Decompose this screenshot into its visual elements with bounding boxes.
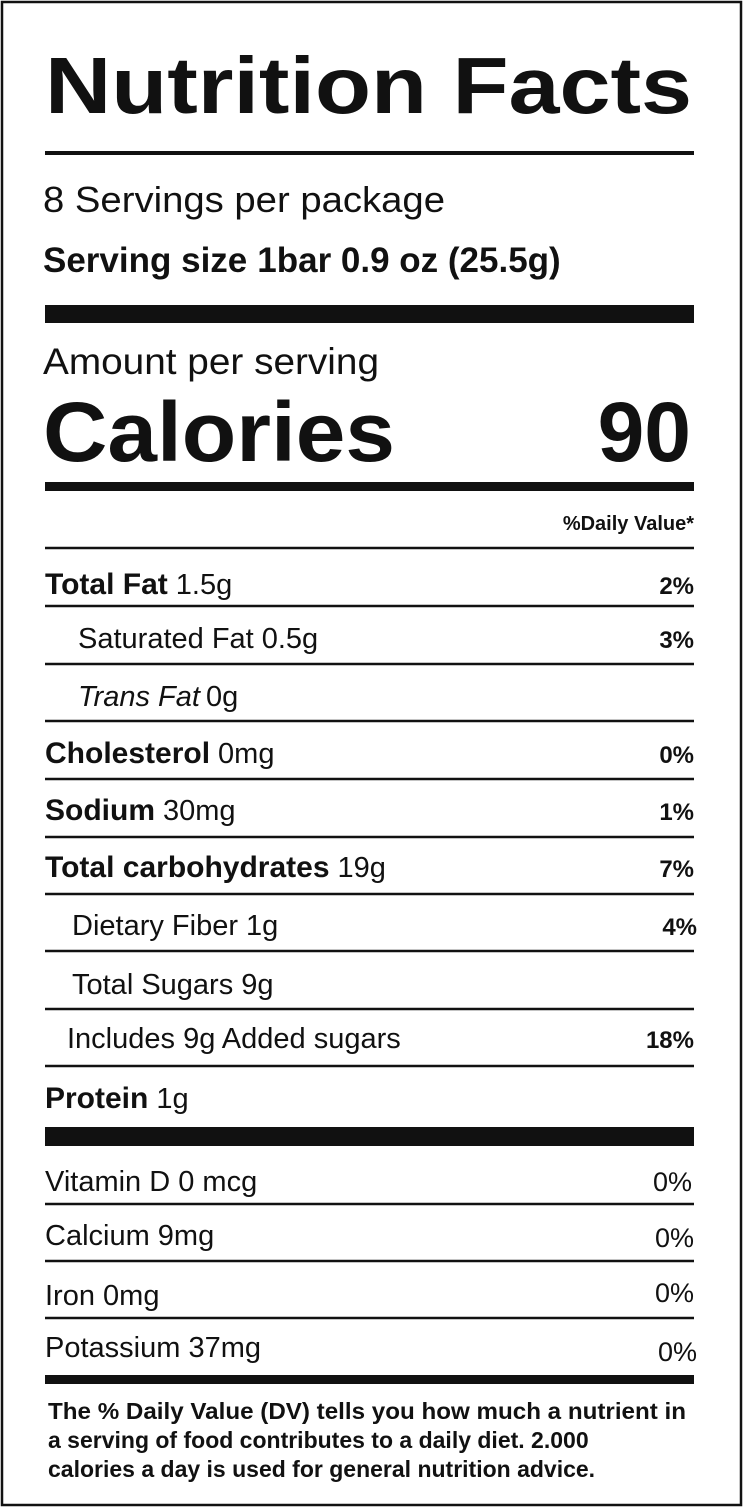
servings: 8 Servings per package	[43, 179, 445, 220]
nutrient-name: Includes 9g Added sugars	[67, 1023, 401, 1055]
nutrient-name: Sodium	[45, 794, 155, 827]
nutrient: Sodium 30mg	[45, 794, 236, 827]
rule	[45, 151, 694, 155]
nutrient-name: Total carbohydrates	[45, 851, 330, 884]
nutrient-amount: 0.5g	[262, 623, 318, 655]
nutrient-name: Total Fat	[45, 568, 168, 601]
calories-label: Calories	[43, 385, 395, 479]
serving-size-label: Serving size	[43, 241, 247, 280]
nutrient: Trans Fat 0g	[78, 681, 238, 713]
daily-value-header: %Daily Value*	[563, 513, 694, 535]
nutrient-amount: 19g	[338, 852, 386, 884]
rule	[45, 482, 694, 491]
rule	[45, 1127, 694, 1146]
nutrient-dv: 0%	[659, 742, 694, 769]
nutrient: Total Fat 1.5g	[45, 568, 232, 601]
vitamin-dv: 0%	[658, 1337, 697, 1367]
nutrient-name: Cholesterol	[45, 737, 210, 770]
footnote-line: calories a day is used for general nutri…	[48, 1456, 595, 1482]
nutrient-name: Saturated Fat	[78, 623, 254, 655]
footnote-line: a serving of food contributes to a daily…	[48, 1427, 589, 1453]
nutrient-amount: 1.5g	[176, 569, 232, 601]
nutrient-name: Dietary Fiber	[72, 910, 238, 942]
rule	[45, 305, 694, 323]
vitamin-name: Iron 0mg	[45, 1280, 159, 1312]
vitamin-name: Calcium 9mg	[45, 1220, 214, 1252]
nutrient-dv: 4%	[662, 914, 697, 941]
nutrient: Saturated Fat 0.5g	[78, 623, 318, 655]
rule	[45, 1375, 694, 1384]
nutrient-amount: 1g	[156, 1083, 188, 1115]
nutrient-amount: 30mg	[163, 795, 236, 827]
vitamin-name: Vitamin D 0 mcg	[45, 1166, 257, 1198]
nutrient-name: Trans Fat	[78, 681, 202, 713]
serving-size: Serving size 1bar 0.9 oz (25.5g)	[43, 241, 561, 280]
nutrient-dv: 7%	[659, 856, 694, 883]
nutrient-dv: 2%	[659, 573, 694, 600]
footnote-line: The % Daily Value (DV) tells you how muc…	[48, 1398, 686, 1424]
nutrient: Dietary Fiber 1g	[72, 910, 278, 942]
nutrient-dv: 3%	[659, 627, 694, 654]
nutrient-name: Total Sugars	[72, 969, 233, 1001]
nutrient-amount: 0mg	[218, 738, 274, 770]
calories-value: 90	[598, 385, 691, 479]
nutrient-dv: 18%	[646, 1027, 694, 1054]
nutrient: Total Sugars 9g	[72, 969, 273, 1001]
title: Nutrition Facts	[45, 41, 692, 130]
nutrient-name: Protein	[45, 1082, 148, 1115]
vitamin-dv: 0%	[655, 1278, 694, 1308]
vitamin-dv: 0%	[655, 1223, 694, 1253]
vitamin-name: Potassium 37mg	[45, 1332, 261, 1364]
nutrient: Protein 1g	[45, 1082, 189, 1115]
nutrient-amount: 9g	[241, 969, 273, 1001]
nutrient: Total carbohydrates 19g	[45, 851, 386, 884]
nutrient-dv: 1%	[659, 799, 694, 826]
nutrient-amount: 0g	[206, 681, 238, 713]
nutrient: Cholesterol 0mg	[45, 737, 274, 770]
vitamin-dv: 0%	[653, 1167, 692, 1197]
nutrient-amount: 1g	[246, 910, 278, 942]
amount-per-serving: Amount per serving	[43, 341, 379, 382]
serving-size-value: 1bar 0.9 oz (25.5g)	[257, 241, 560, 280]
